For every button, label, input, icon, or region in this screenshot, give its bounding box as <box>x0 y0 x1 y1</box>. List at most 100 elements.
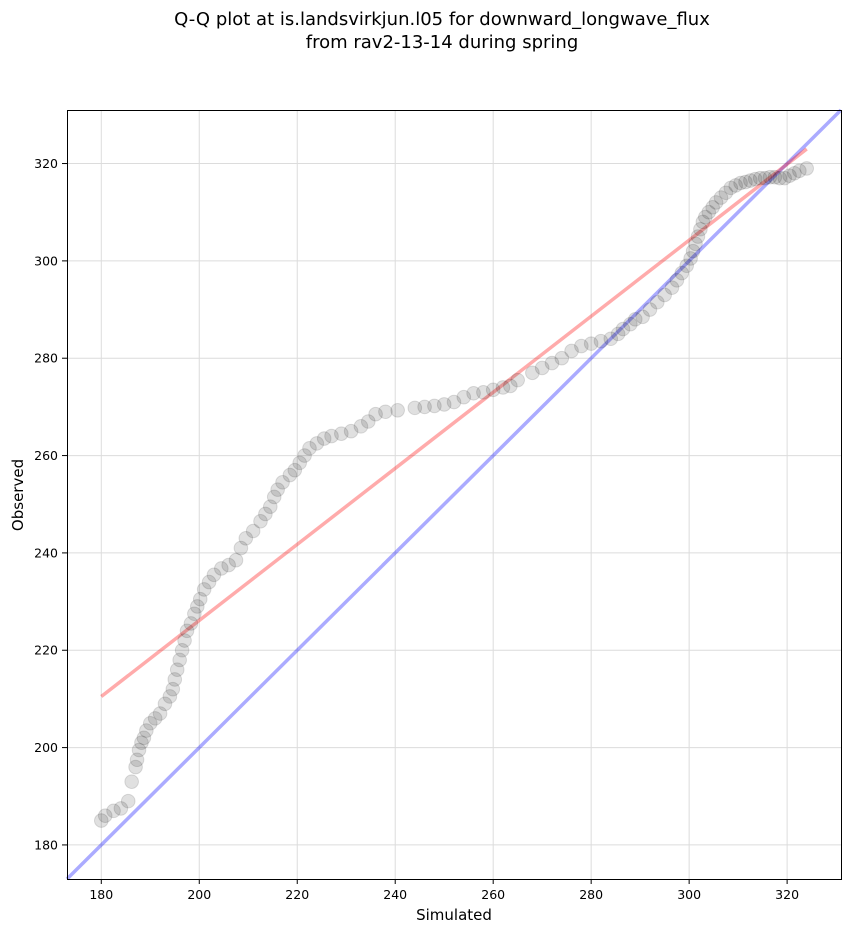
qq-point <box>142 715 158 731</box>
qq-point <box>221 557 236 573</box>
qq-point <box>713 190 729 205</box>
qq-point <box>275 475 290 490</box>
qq-point <box>698 209 713 225</box>
qq-point <box>564 343 579 359</box>
qq-point <box>534 360 550 376</box>
qq-point <box>245 523 261 539</box>
qq-point <box>738 174 753 190</box>
qq-point <box>693 221 708 237</box>
qq-point <box>669 273 685 288</box>
qq-point <box>485 382 501 398</box>
x-tick-label: 220 <box>285 887 309 902</box>
qq-point <box>525 365 540 381</box>
qq-point <box>266 489 282 505</box>
plot-frame <box>67 110 842 880</box>
qq-point <box>777 170 792 186</box>
qq-point <box>390 402 405 418</box>
qq-point <box>262 499 278 514</box>
qq-point <box>179 623 195 639</box>
qq-point <box>762 169 778 185</box>
qq-point <box>214 561 229 576</box>
qq-point <box>782 168 797 184</box>
qq-point <box>360 414 376 429</box>
qq-point <box>688 236 703 252</box>
qq-point <box>695 214 711 230</box>
qq-point <box>334 426 349 441</box>
y-axis-label: Observed <box>9 459 27 531</box>
x-tick-label: 180 <box>89 887 113 902</box>
fit-line <box>100 147 808 698</box>
qq-point <box>799 161 815 176</box>
qq-point <box>93 813 109 828</box>
qq-point <box>174 642 190 658</box>
y-tick-label: 200 <box>34 740 58 755</box>
qq-point <box>635 309 650 325</box>
qq-point <box>233 540 249 556</box>
y-tick-label: 180 <box>34 837 58 852</box>
qq-point <box>343 423 359 439</box>
chart-title-line-1: Q-Q plot at is.landsvirkjun.l05 for down… <box>174 9 710 30</box>
qq-point <box>615 321 631 337</box>
qq-point <box>187 606 202 622</box>
x-tick-label: 240 <box>383 887 407 902</box>
qq-point <box>378 404 393 420</box>
qq-point <box>309 436 325 451</box>
qq-point <box>767 169 783 185</box>
qq-point <box>427 398 442 414</box>
qq-point <box>772 170 788 186</box>
qq-point <box>792 163 807 179</box>
qq-point <box>316 431 332 446</box>
qq-point <box>674 265 690 281</box>
qq-point <box>177 633 192 648</box>
qq-point <box>574 338 589 354</box>
qq-point <box>603 331 619 347</box>
qq-point <box>456 389 472 405</box>
qq-point <box>169 662 185 678</box>
qq-point <box>657 287 672 303</box>
y-axis-ticks: 180 200 220 240 260 280 300 320 <box>34 156 67 852</box>
qq-point <box>728 178 743 193</box>
grid-lines <box>67 110 841 879</box>
qq-point <box>152 706 168 721</box>
qq-point <box>353 419 369 434</box>
qq-point <box>297 448 312 463</box>
qq-point <box>147 711 163 726</box>
qq-point <box>623 316 638 332</box>
qq-point <box>747 171 763 187</box>
y-tick-label: 280 <box>34 351 58 366</box>
qq-point <box>282 467 298 483</box>
x-tick-label: 300 <box>677 887 701 902</box>
qq-point <box>685 243 701 259</box>
qq-point <box>162 689 178 704</box>
qq-point <box>787 165 802 181</box>
qq-point <box>292 455 307 471</box>
x-axis-ticks: 180 200 220 240 260 280 300 320 <box>89 879 799 902</box>
qq-point <box>128 759 143 775</box>
qq-point <box>113 801 129 816</box>
qq-point <box>228 552 244 568</box>
qq-point <box>368 406 383 422</box>
qq-point <box>503 378 518 394</box>
qq-point <box>743 173 758 188</box>
qq-point <box>97 808 113 824</box>
y-tick-label: 300 <box>34 253 58 268</box>
qq-point <box>172 652 187 668</box>
x-tick-label: 200 <box>187 887 211 902</box>
qq-point <box>324 428 339 444</box>
qq-point <box>593 333 609 349</box>
qq-point <box>190 599 205 614</box>
identity-line <box>65 108 843 881</box>
qq-point <box>495 380 511 395</box>
qq-point <box>238 531 254 546</box>
chart-title-line-2: from rav2-13-14 during spring <box>306 32 579 53</box>
qq-point <box>733 175 748 191</box>
qq-point <box>510 372 525 388</box>
qq-point <box>206 567 222 583</box>
qq-point <box>583 336 599 351</box>
qq-point <box>134 735 149 751</box>
qq-point <box>708 195 724 210</box>
qq-point <box>627 311 643 327</box>
qq-point <box>701 204 717 220</box>
qq-point <box>165 681 181 697</box>
